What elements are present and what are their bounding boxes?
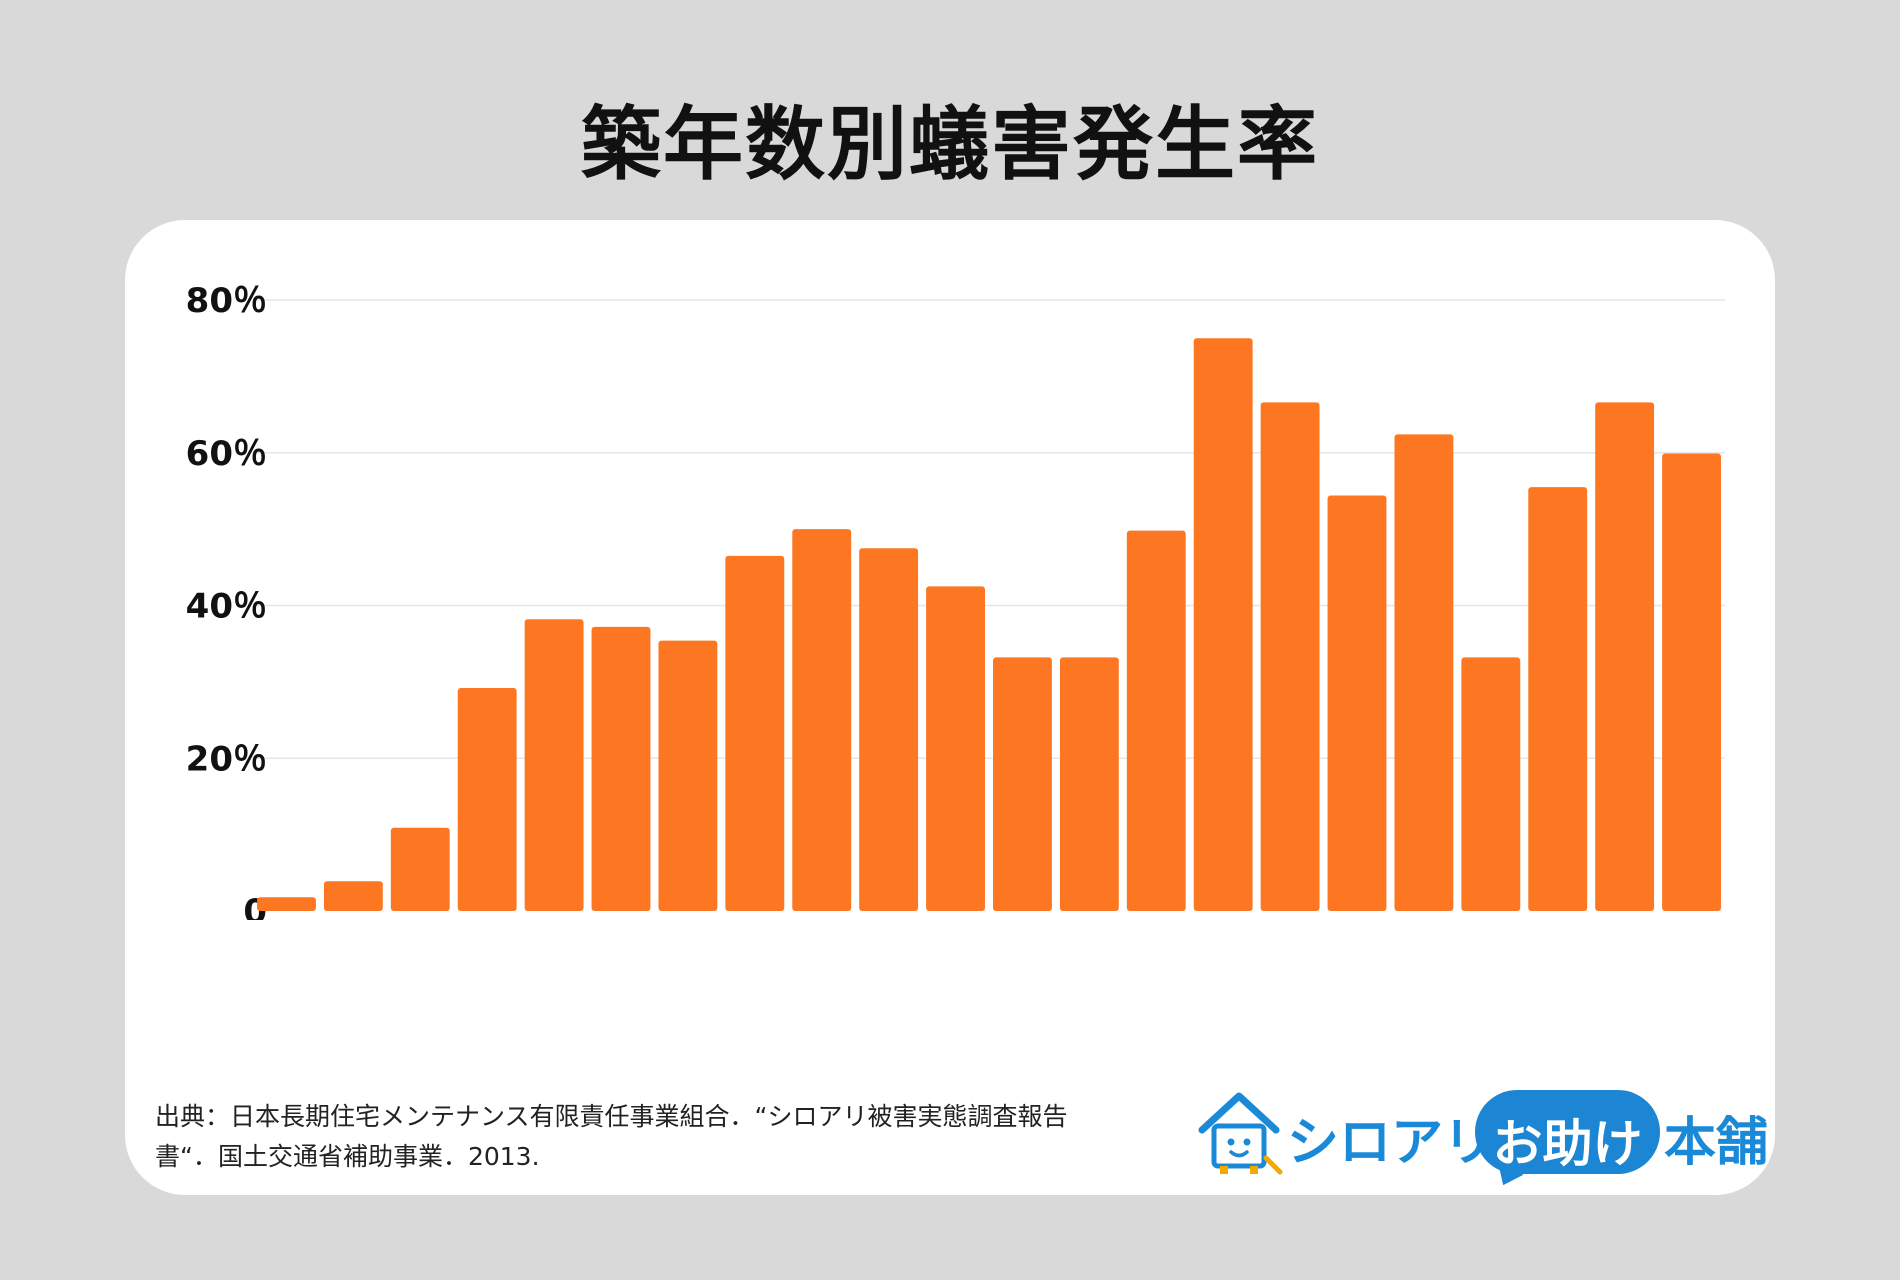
bar — [993, 657, 1052, 911]
bar — [792, 529, 852, 911]
chart-title: 築年数別蟻害発生率 — [581, 98, 1319, 191]
bar — [257, 897, 316, 911]
y-tick-label: 80％ — [186, 281, 267, 321]
house-mascot-icon — [1198, 1092, 1283, 1175]
brand-logo: シロアリ お助け 本舗 — [1192, 1088, 1768, 1188]
logo-text-otasuke: お助け — [1492, 1115, 1643, 1173]
bar — [591, 626, 651, 911]
source-note: 出典：日本長期住宅メンテナンス有限責任事業組合．“シロアリ被害実態調査報告 書“… — [155, 1097, 1155, 1177]
bar — [859, 548, 919, 911]
y-tick-label: 20％ — [186, 739, 267, 779]
bar — [1126, 530, 1186, 911]
y-tick-label: 60％ — [186, 434, 267, 474]
bar — [1461, 657, 1521, 911]
source-line-1: 出典：日本長期住宅メンテナンス有限責任事業組合．“シロアリ被害実態調査報告 — [155, 1102, 1068, 1131]
logo-text-honpo: 本舗 — [1664, 1113, 1769, 1173]
bar — [1193, 338, 1253, 911]
bar — [1528, 487, 1588, 911]
bar — [524, 619, 584, 911]
bar — [725, 555, 785, 911]
bar — [457, 687, 517, 911]
source-line-2: 書“．国土交通省補助事業．2013. — [155, 1142, 540, 1171]
bar — [1260, 402, 1320, 911]
bar — [1662, 453, 1721, 911]
bar — [1327, 495, 1387, 911]
logo-text-shiroari: シロアリ — [1287, 1113, 1496, 1173]
bar — [323, 881, 383, 911]
bar-chart: 020％40％60％80％ 0-45-910-1415-1920-2425-29… — [186, 281, 1725, 920]
bar — [1394, 434, 1454, 911]
bar — [390, 827, 450, 911]
bar — [1059, 657, 1119, 911]
bar — [1595, 402, 1655, 911]
y-tick-label: 40％ — [186, 587, 267, 627]
y-axis-ticks: 020％40％60％80％ — [186, 281, 267, 920]
bar — [926, 586, 985, 911]
chart-card: 020％40％60％80％ 0-45-910-1415-1920-2425-29… — [125, 220, 1775, 1195]
bar — [658, 640, 718, 911]
logo-speech-bubble: お助け — [1475, 1090, 1660, 1174]
bars — [257, 338, 1721, 911]
